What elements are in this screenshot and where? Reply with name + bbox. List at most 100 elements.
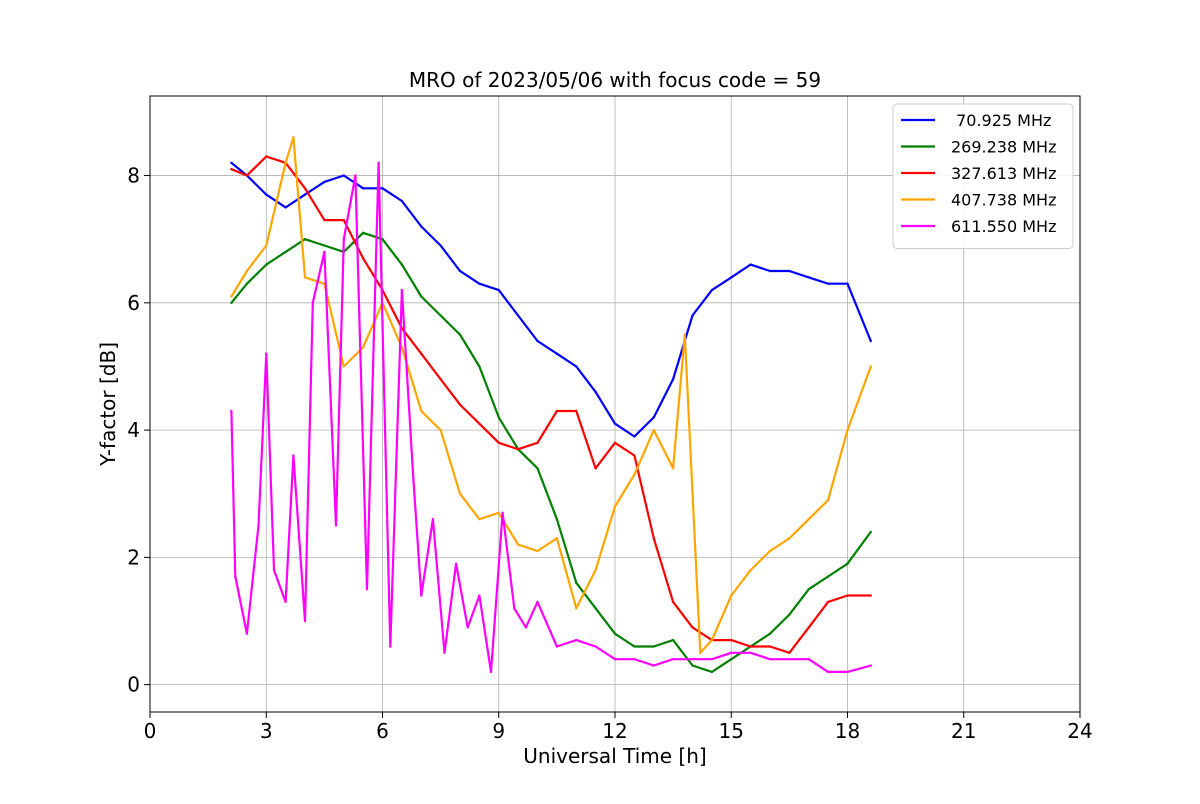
series-3-point xyxy=(230,295,233,298)
series-3-point xyxy=(807,517,810,521)
series-0-point xyxy=(381,187,384,190)
series-4-point xyxy=(389,645,392,648)
series-0-point xyxy=(710,288,714,292)
series-2-point xyxy=(749,645,752,648)
series-0-point xyxy=(342,174,345,177)
series-1-point xyxy=(826,575,830,578)
series-4-point xyxy=(354,174,357,177)
series-4-point xyxy=(323,250,326,254)
legend-label: 407.738 MHz xyxy=(951,191,1056,210)
series-2-point xyxy=(846,594,849,597)
series-4-point xyxy=(613,657,617,661)
series-4-point xyxy=(272,568,276,572)
series-1-point xyxy=(245,282,249,285)
series-2-point xyxy=(807,626,810,629)
series-1-point xyxy=(869,530,872,534)
series-3-point xyxy=(869,365,872,368)
series-4-point xyxy=(555,645,559,648)
series-0-point xyxy=(613,422,617,425)
series-0-point xyxy=(671,377,675,381)
series-1-point xyxy=(303,237,307,241)
series-4-point xyxy=(466,626,469,629)
series-2-point xyxy=(671,600,675,604)
x-tick-label: 12 xyxy=(602,719,627,743)
series-4-point xyxy=(443,651,446,655)
y-tick-label: 8 xyxy=(127,164,140,188)
series-4-point xyxy=(489,670,493,674)
series-0-point xyxy=(323,180,326,184)
series-4-point xyxy=(575,638,578,642)
series-2-point xyxy=(575,409,578,413)
series-3-point xyxy=(439,428,442,432)
series-0-point xyxy=(230,161,233,165)
series-2-point xyxy=(730,638,733,642)
series-4-point xyxy=(671,657,675,661)
series-2-point xyxy=(536,441,539,445)
series-2-point xyxy=(768,645,772,648)
series-0-point xyxy=(420,225,423,228)
series-4-point xyxy=(501,511,504,515)
series-0-point xyxy=(575,365,578,368)
series-0-point xyxy=(730,276,733,279)
series-4-point xyxy=(536,600,539,604)
series-line-2 xyxy=(230,155,871,654)
series-4-point xyxy=(869,664,872,667)
series-1-point xyxy=(439,314,442,317)
legend-label: 269.238 MHz xyxy=(951,138,1056,157)
series-1-point xyxy=(613,632,617,635)
series-2-point xyxy=(420,352,423,355)
x-axis-label: Universal Time [h] xyxy=(523,744,706,768)
series-3-point xyxy=(516,543,520,546)
series-4-point xyxy=(303,619,307,623)
series-0-point xyxy=(749,263,752,266)
series-1-point xyxy=(730,657,733,661)
x-tick-label: 3 xyxy=(260,719,273,743)
series-3-point xyxy=(245,269,249,273)
series-0-point xyxy=(555,352,559,355)
series-4-point xyxy=(524,626,528,629)
series-0-point xyxy=(303,193,307,196)
chart-title: MRO of 2023/05/06 with focus code = 59 xyxy=(409,68,821,92)
series-2-point xyxy=(869,594,872,597)
series-3-point xyxy=(594,568,597,572)
series-1-point xyxy=(846,562,849,565)
series-4-point xyxy=(478,594,481,597)
series-0-point xyxy=(497,288,500,292)
legend-label: 611.550 MHz xyxy=(951,217,1056,236)
series-1-point xyxy=(691,664,694,667)
series-3-point xyxy=(575,607,578,610)
series-0-point xyxy=(284,206,287,209)
series-3-point xyxy=(536,549,539,553)
series-0-point xyxy=(516,314,520,317)
series-2-point xyxy=(265,155,268,158)
x-tick-label: 9 xyxy=(492,719,505,743)
series-line-3 xyxy=(230,136,872,654)
series-0-point xyxy=(633,435,636,438)
series-3-point xyxy=(699,651,702,655)
series-1-point xyxy=(478,365,481,368)
series-3-point xyxy=(788,537,791,540)
series-3-point xyxy=(420,409,423,413)
series-4-point xyxy=(400,288,404,292)
series-2-point xyxy=(230,167,233,171)
series-4-point xyxy=(412,479,415,483)
series-4-point xyxy=(311,301,314,305)
series-4-point xyxy=(265,352,268,355)
series-3-point xyxy=(846,428,849,432)
series-line-1 xyxy=(230,231,872,674)
x-tick-label: 18 xyxy=(835,719,860,743)
y-axis-label: Y-factor [dB] xyxy=(96,342,120,467)
series-2-point xyxy=(458,403,462,406)
series-4-point xyxy=(691,657,694,661)
x-tick-label: 21 xyxy=(951,719,976,743)
series-3-point xyxy=(265,244,268,247)
series-2-point xyxy=(323,218,326,222)
x-tick-label: 0 xyxy=(144,719,157,743)
series-1-point xyxy=(633,645,636,648)
series-3-point xyxy=(633,473,636,476)
series-4-point xyxy=(594,645,597,648)
series-0-point xyxy=(439,244,442,247)
series-0-point xyxy=(691,314,694,317)
series-1-point xyxy=(230,301,233,305)
